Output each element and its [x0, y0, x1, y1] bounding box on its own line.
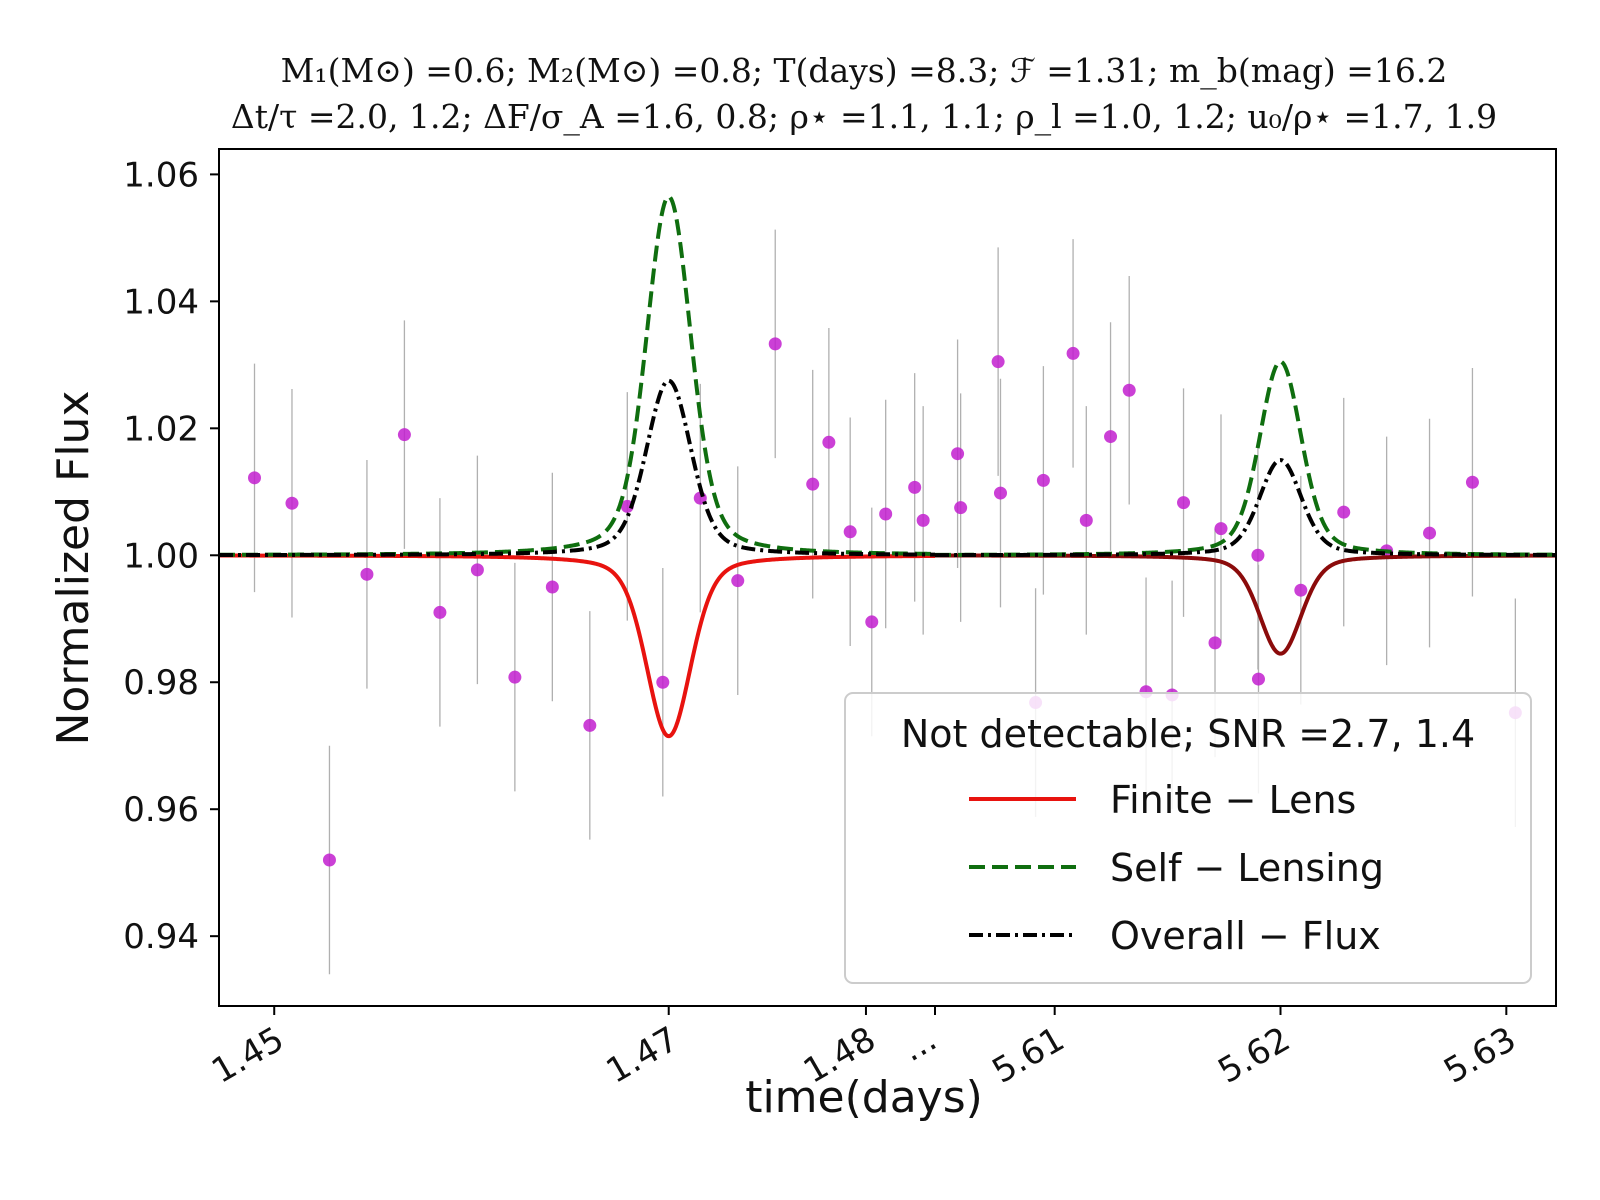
legend-label-finite-lens: Finite − Lens: [1110, 778, 1356, 822]
self-lensing-curve: [934, 359, 1557, 557]
data-point: [916, 513, 930, 527]
y-tick-label: 1.00: [123, 536, 199, 576]
legend: Not detectable; SNR =2.7, 1.4 Finite − L…: [844, 692, 1532, 984]
plot-frame: [218, 148, 1557, 1007]
y-axis-label: Normalized Flux: [48, 391, 99, 746]
data-point: [1079, 513, 1093, 527]
data-point: [1251, 548, 1265, 562]
data-point: [843, 525, 857, 539]
legend-label-overall-flux: Overall − Flux: [1110, 914, 1381, 958]
data-point: [583, 718, 597, 732]
finite-lens-curve: [218, 553, 936, 739]
x-tick-label: 1.47: [600, 1019, 686, 1091]
data-point: [768, 337, 782, 351]
legend-title: Not detectable; SNR =2.7, 1.4: [901, 712, 1475, 756]
data-point: [1251, 672, 1265, 686]
y-tick-label: 1.06: [123, 155, 199, 195]
data-point: [1036, 473, 1050, 487]
x-break-label: ...: [895, 1019, 943, 1070]
data-point: [397, 428, 411, 442]
chart-title-line-1: M₁(M⊙) =0.6; M₂(M⊙) =0.8; T(days) =8.3; …: [281, 51, 1448, 91]
legend-label-self-lensing: Self − Lensing: [1110, 846, 1384, 890]
data-point: [1177, 496, 1191, 510]
data-point: [991, 355, 1005, 369]
data-point: [879, 507, 893, 521]
y-tick-label: 0.96: [123, 790, 199, 830]
model-curves: [218, 194, 1557, 739]
data-point: [248, 471, 262, 485]
data-point: [285, 496, 299, 510]
data-point: [822, 435, 836, 449]
data-point: [433, 605, 447, 619]
data-point: [1066, 346, 1080, 360]
data-point: [865, 615, 879, 629]
x-tick-label: 5.61: [986, 1019, 1072, 1091]
data-point: [1294, 583, 1308, 597]
data-point: [470, 563, 484, 577]
finite-lens-curve: [934, 553, 1557, 656]
chart-title-line-2: Δt/τ =2.0, 1.2; ΔF/σ_A =1.6, 0.8; ρ⋆ =1.…: [231, 97, 1497, 137]
data-point: [360, 567, 374, 581]
y-tick-label: 0.98: [123, 663, 199, 703]
y-tick-label: 1.02: [123, 409, 199, 449]
data-point: [322, 853, 336, 867]
data-point: [1104, 430, 1118, 444]
legend-box: [844, 692, 1532, 984]
data-point: [954, 501, 968, 515]
data-point: [1337, 505, 1351, 519]
data-point: [1214, 522, 1228, 536]
overall-flux-curve: [218, 378, 936, 558]
x-axis-label: time(days): [745, 1072, 983, 1123]
data-point: [508, 670, 522, 684]
data-point: [908, 480, 922, 494]
overall-flux-curve: [934, 458, 1557, 558]
data-point: [1122, 383, 1136, 397]
data-point: [951, 447, 965, 461]
data-point: [1208, 636, 1222, 650]
data-point: [993, 486, 1007, 500]
data-point: [656, 675, 670, 689]
y-tick-label: 0.94: [123, 917, 199, 957]
data-point: [1465, 475, 1479, 489]
data-point: [806, 477, 820, 491]
data-point: [731, 574, 745, 588]
x-tick-label: 5.63: [1437, 1019, 1523, 1091]
x-tick-label: 1.45: [205, 1019, 291, 1091]
data-point: [545, 580, 559, 594]
y-axis: 0.94 0.96 0.98 1.00 1.02 1.04 1.06: [123, 155, 219, 957]
data-point: [1423, 526, 1437, 540]
self-lensing-curve: [218, 194, 936, 557]
y-tick-label: 1.04: [123, 282, 199, 322]
x-tick-label: 5.62: [1211, 1019, 1297, 1091]
